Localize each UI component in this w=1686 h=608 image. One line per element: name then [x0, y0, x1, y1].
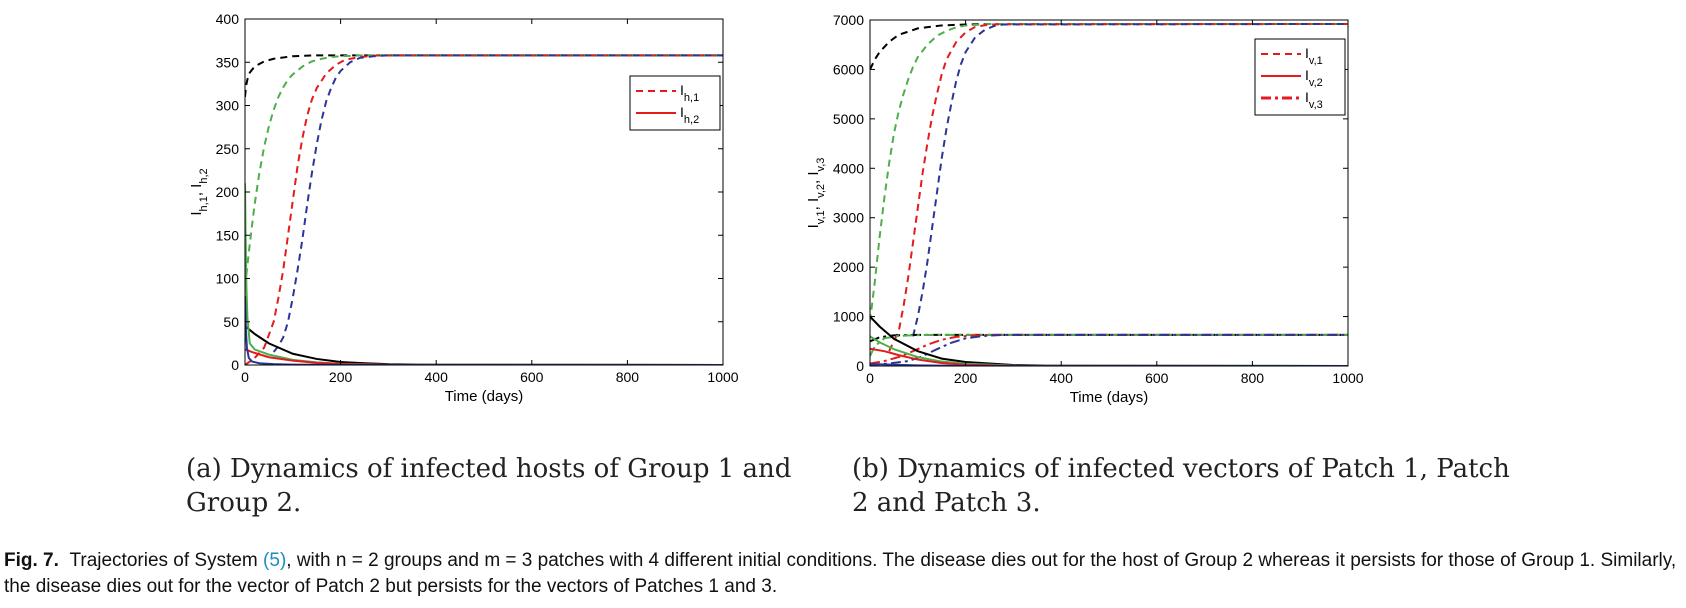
- chart-panel-a: 0 200 400 600 800 1000 0 50 100 150 200 250 300 350 40…: [188, 0, 800, 440]
- y-tick-label-b-5: 5000: [833, 111, 864, 127]
- legend-box-a: [629, 75, 721, 131]
- y-tick-label-a-6: 300: [216, 98, 240, 114]
- x-tick-label-b-1: 200: [954, 370, 978, 386]
- series-line-b-8: [870, 315, 1348, 366]
- series-line-a-2: [245, 54, 723, 365]
- chart-panel-b: 0 200 400 600 800 1000 0 1000 2000 3000 4000 5000 60…: [805, 0, 1510, 440]
- y-tick-label-a-8: 400: [216, 11, 240, 27]
- chart-a-svg: 0 200 400 600 800 1000 0 50 100 150 200 250 300 350 40…: [188, 11, 739, 405]
- x-tick-label-b-5: 1000: [1332, 370, 1363, 386]
- x-tick-label-a-1: 200: [329, 369, 353, 385]
- legend-label-b-1: Iv,2: [1305, 67, 1323, 89]
- series-line-b-9: [870, 335, 1348, 366]
- y-tick-label-b-3: 3000: [833, 210, 864, 226]
- figure-caption-text-after: , with n = 2 groups and m = 3 patches wi…: [4, 550, 1677, 597]
- subcaption-a: (a) Dynamics of infected hosts of Group …: [186, 454, 792, 518]
- figure-caption: Fig. 7. Trajectories of System (5), with…: [4, 548, 1680, 600]
- x-tick-label-b-0: 0: [866, 370, 874, 386]
- series-line-a-0: [245, 54, 723, 97]
- series-line-b-1: [870, 22, 1348, 322]
- x-tick-label-a-3: 600: [520, 369, 544, 385]
- y-tick-label-b-4: 4000: [833, 160, 864, 176]
- x-tick-label-b-2: 400: [1050, 370, 1074, 386]
- y-tick-label-b-0: 0: [856, 358, 864, 374]
- series-line-a-5: [245, 183, 723, 365]
- x-tick-label-a-2: 400: [425, 369, 449, 385]
- x-axis-label-b: Time (days): [1070, 389, 1149, 406]
- y-axis-label-a: Ih,1, Ih,2: [188, 168, 210, 215]
- legend-label-a-0: Ih,1: [680, 82, 699, 104]
- y-tick-label-b-2: 2000: [833, 259, 864, 275]
- y-tick-label-a-0: 0: [231, 357, 239, 373]
- y-tick-label-a-7: 350: [216, 54, 240, 70]
- plot-area-b: [870, 22, 1348, 366]
- series-line-a-6: [245, 348, 723, 365]
- series-line-a-4: [245, 325, 723, 365]
- y-axis-label-b: Iv,1, Iv,2, Iv,3: [805, 158, 827, 229]
- x-tick-label-b-4: 800: [1241, 370, 1265, 386]
- figure-caption-text-before: Trajectories of System: [69, 550, 258, 571]
- y-tick-label-a-1: 50: [223, 314, 239, 330]
- legend-label-a-1: Ih,2: [680, 104, 699, 126]
- y-tick-label-b-7: 7000: [833, 12, 864, 28]
- series-line-b-5: [870, 333, 1348, 357]
- chart-b-svg: 0 200 400 600 800 1000 0 1000 2000 3000 4000 5000 60…: [805, 12, 1364, 406]
- y-tick-label-a-5: 250: [216, 141, 240, 157]
- x-tick-label-a-0: 0: [241, 369, 249, 385]
- subcaption-b: (b) Dynamics of infected vectors of Patc…: [852, 454, 1510, 518]
- series-line-a-7: [245, 295, 723, 365]
- series-line-b-3: [912, 22, 1348, 337]
- series-line-b-7: [870, 333, 1348, 366]
- x-axis-label-a: Time (days): [445, 388, 524, 405]
- axes-box-a: [244, 18, 724, 366]
- y-tick-label-b-1: 1000: [833, 309, 864, 325]
- axes-box-b: [869, 19, 1349, 367]
- legend-label-b-2: Iv,3: [1305, 89, 1323, 111]
- x-tick-label-b-3: 600: [1145, 370, 1169, 386]
- x-tick-label-a-4: 800: [616, 369, 640, 385]
- y-tick-label-b-6: 6000: [833, 61, 864, 77]
- series-line-a-3: [272, 54, 723, 353]
- y-tick-label-a-2: 100: [216, 271, 240, 287]
- x-tick-label-a-5: 1000: [707, 369, 738, 385]
- legend-label-b-0: Iv,1: [1305, 45, 1323, 67]
- figure-caption-ref-link[interactable]: (5): [263, 550, 287, 571]
- y-tick-label-a-3: 150: [216, 227, 240, 243]
- figure-caption-label: Fig. 7.: [4, 550, 59, 571]
- series-line-b-10: [870, 347, 1348, 366]
- y-tick-label-a-4: 200: [216, 184, 240, 200]
